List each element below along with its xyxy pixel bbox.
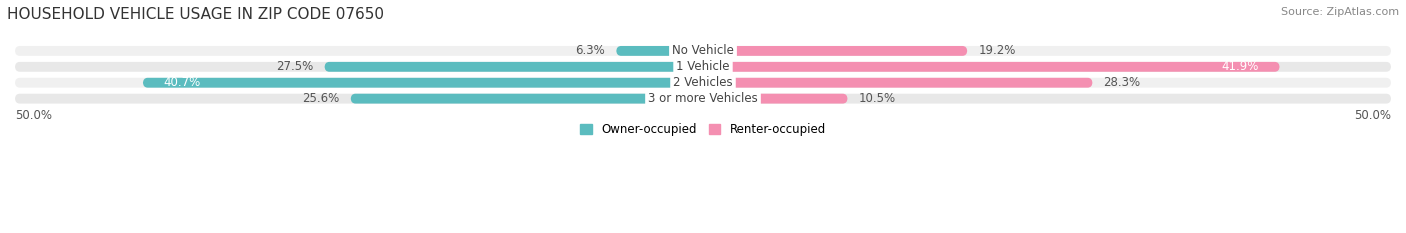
Text: 19.2%: 19.2%	[979, 45, 1015, 57]
FancyBboxPatch shape	[703, 46, 967, 56]
FancyBboxPatch shape	[15, 62, 1391, 72]
Text: 25.6%: 25.6%	[302, 92, 340, 105]
Text: 2 Vehicles: 2 Vehicles	[673, 76, 733, 89]
Text: 1 Vehicle: 1 Vehicle	[676, 60, 730, 73]
Text: HOUSEHOLD VEHICLE USAGE IN ZIP CODE 07650: HOUSEHOLD VEHICLE USAGE IN ZIP CODE 0765…	[7, 7, 384, 22]
FancyBboxPatch shape	[15, 94, 1391, 103]
FancyBboxPatch shape	[143, 78, 703, 88]
Text: Source: ZipAtlas.com: Source: ZipAtlas.com	[1281, 7, 1399, 17]
Text: 6.3%: 6.3%	[575, 45, 606, 57]
Text: 41.9%: 41.9%	[1222, 60, 1258, 73]
FancyBboxPatch shape	[15, 78, 1391, 88]
Legend: Owner-occupied, Renter-occupied: Owner-occupied, Renter-occupied	[579, 123, 827, 136]
Text: 27.5%: 27.5%	[277, 60, 314, 73]
Text: 3 or more Vehicles: 3 or more Vehicles	[648, 92, 758, 105]
FancyBboxPatch shape	[616, 46, 703, 56]
FancyBboxPatch shape	[703, 78, 1092, 88]
Text: 28.3%: 28.3%	[1104, 76, 1140, 89]
Text: 50.0%: 50.0%	[1354, 109, 1391, 122]
Text: No Vehicle: No Vehicle	[672, 45, 734, 57]
Text: 50.0%: 50.0%	[15, 109, 52, 122]
FancyBboxPatch shape	[703, 94, 848, 103]
FancyBboxPatch shape	[325, 62, 703, 72]
FancyBboxPatch shape	[703, 62, 1279, 72]
FancyBboxPatch shape	[15, 46, 1391, 56]
Text: 10.5%: 10.5%	[859, 92, 896, 105]
FancyBboxPatch shape	[350, 94, 703, 103]
Text: 40.7%: 40.7%	[163, 76, 201, 89]
